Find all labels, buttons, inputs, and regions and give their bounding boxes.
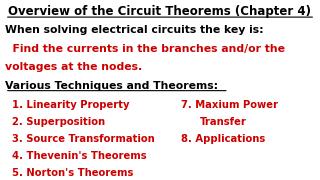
Text: 8. Applications: 8. Applications (181, 134, 265, 144)
Text: Various Techniques and Theorems:: Various Techniques and Theorems: (5, 81, 218, 91)
Text: When solving electrical circuits the key is:: When solving electrical circuits the key… (5, 25, 263, 35)
Text: 4. Thevenin's Theorems: 4. Thevenin's Theorems (5, 151, 147, 161)
Text: 7. Maxium Power: 7. Maxium Power (181, 100, 278, 110)
Text: 2. Superposition: 2. Superposition (5, 117, 105, 127)
Text: 5. Norton's Theorems: 5. Norton's Theorems (5, 168, 133, 178)
Text: Overview of the Circuit Theorems (Chapter 4): Overview of the Circuit Theorems (Chapte… (9, 5, 311, 18)
Text: 1. Linearity Property: 1. Linearity Property (5, 100, 129, 110)
Text: Transfer: Transfer (200, 117, 247, 127)
Text: voltages at the nodes.: voltages at the nodes. (5, 62, 142, 72)
Text: Find the currents in the branches and/or the: Find the currents in the branches and/or… (5, 44, 285, 54)
Text: 3. Source Transformation: 3. Source Transformation (5, 134, 155, 144)
